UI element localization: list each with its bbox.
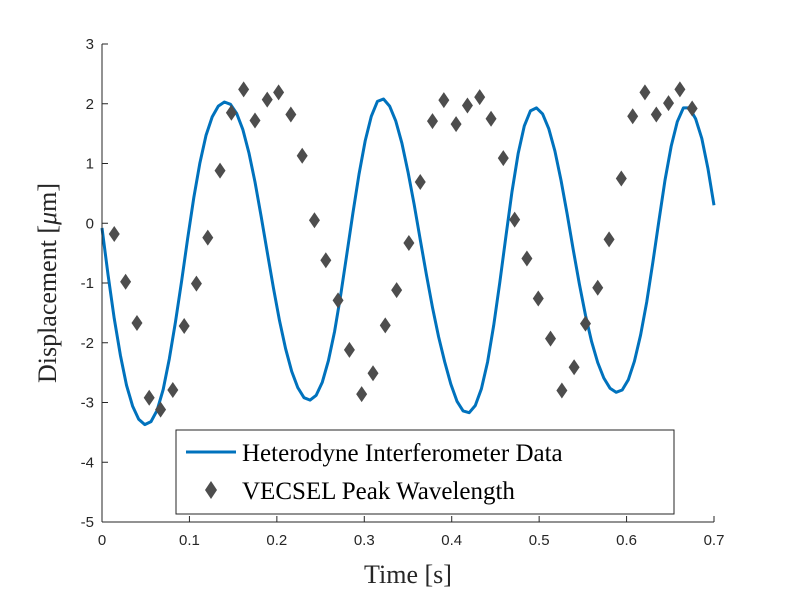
vecsel-point — [320, 252, 332, 269]
y-tick-label: -4 — [81, 454, 94, 471]
vecsel-point — [497, 150, 509, 167]
x-tick-label: 0.6 — [616, 532, 637, 549]
vecsel-point — [143, 389, 155, 406]
x-axis-title: Time [s] — [364, 560, 452, 589]
y-axis-title-mu: μ — [33, 212, 62, 226]
vecsel-point — [190, 275, 202, 292]
y-tick-label: 2 — [86, 96, 94, 113]
vecsel-point — [155, 401, 167, 418]
vecsel-point — [261, 91, 273, 108]
vecsel-point — [414, 174, 426, 191]
vecsel-point — [485, 110, 497, 127]
vecsel-point — [202, 229, 214, 246]
series-layer — [100, 81, 716, 427]
vecsel-point — [474, 89, 486, 106]
vecsel-point — [308, 212, 320, 229]
vecsel-point — [509, 211, 521, 228]
vecsel-point — [332, 292, 344, 309]
x-tick-label: 0.2 — [266, 532, 287, 549]
x-tick-label: 0.4 — [441, 532, 462, 549]
y-tick-label: -2 — [81, 335, 94, 352]
x-tick-label: 0.1 — [179, 532, 200, 549]
vecsel-point — [461, 97, 473, 114]
y-tick-label: 0 — [86, 215, 94, 232]
vecsel-point — [167, 381, 179, 398]
vecsel-point — [627, 108, 639, 125]
vecsel-point — [214, 162, 226, 179]
vecsel-point — [131, 315, 143, 332]
vecsel-point — [438, 92, 450, 109]
vecsel-point — [650, 106, 662, 123]
vecsel-point — [285, 106, 297, 123]
vecsel-point — [545, 330, 557, 347]
ticks-layer: 0 0.1 0.2 0.3 0.4 0.5 0.6 0.7 -5 -4 -3 -2 -1 0 1 2 3 — [81, 36, 725, 549]
x-tick-label: 0.5 — [529, 532, 550, 549]
vecsel-point — [686, 100, 698, 117]
vecsel-point — [450, 116, 462, 133]
vecsel-point — [521, 250, 533, 267]
x-tick-label: 0 — [98, 532, 106, 549]
legend-label-heterodyne: Heterodyne Interferometer Data — [242, 440, 563, 467]
vecsel-point — [556, 382, 568, 399]
vecsel-point — [379, 317, 391, 334]
vecsel-point — [356, 386, 368, 403]
y-tick-label: -3 — [81, 395, 94, 412]
vecsel-point — [426, 113, 438, 130]
vecsel-point — [391, 282, 403, 299]
vecsel-point — [639, 84, 651, 101]
vecsel-point — [120, 273, 132, 290]
y-tick-label: -5 — [81, 514, 94, 531]
x-tick-label: 0.3 — [354, 532, 375, 549]
series-line-heterodyne — [100, 97, 716, 427]
legend-box — [175, 429, 675, 515]
vecsel-point — [249, 112, 261, 129]
vecsel-point — [592, 279, 604, 296]
vecsel-point — [238, 81, 250, 98]
legend-diamond-sample — [205, 481, 217, 499]
y-tick-label: -1 — [81, 275, 94, 292]
vecsel-point — [615, 170, 627, 187]
y-axis-title: Displacement [μm] — [33, 183, 62, 383]
vecsel-point — [674, 81, 686, 98]
vecsel-point — [663, 95, 675, 112]
legend-label-vecsel: VECSEL Peak Wavelength — [242, 478, 515, 505]
vecsel-point — [225, 104, 237, 121]
y-tick-label: 3 — [86, 36, 94, 53]
vecsel-point — [603, 231, 615, 248]
vecsel-point — [343, 341, 355, 358]
vecsel-point — [367, 365, 379, 382]
vecsel-point — [532, 290, 544, 307]
vecsel-point — [579, 315, 591, 332]
vecsel-point — [178, 318, 190, 335]
legend: Heterodyne Interferometer Data VECSEL Pe… — [175, 429, 675, 515]
y-axis-title-prefix: Displacement [ — [33, 225, 62, 383]
x-tick-label: 0.7 — [704, 532, 725, 549]
vecsel-point — [403, 234, 415, 251]
vecsel-point — [296, 147, 308, 164]
vecsel-point — [568, 359, 580, 376]
vecsel-point — [273, 84, 285, 101]
y-axis-title-suffix: m] — [33, 183, 62, 212]
vecsel-point — [108, 226, 120, 243]
y-tick-label: 1 — [86, 156, 94, 173]
